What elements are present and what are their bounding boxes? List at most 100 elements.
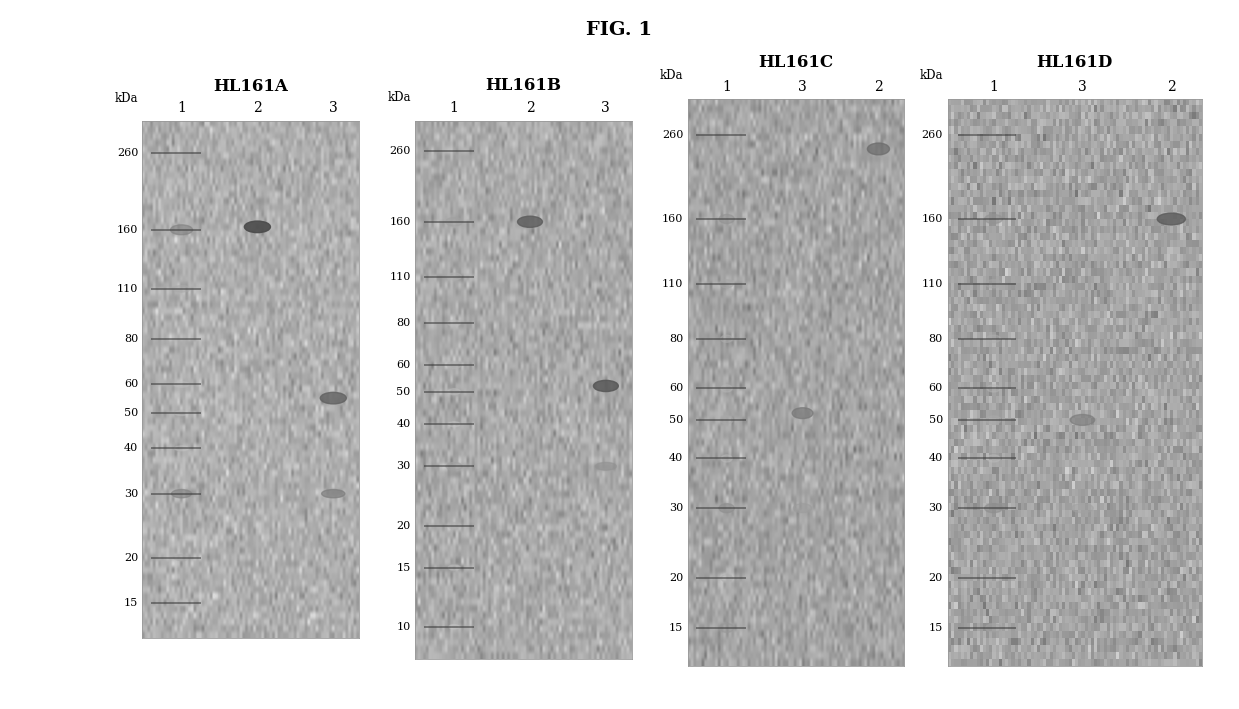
Ellipse shape	[1070, 415, 1095, 425]
Ellipse shape	[719, 503, 735, 513]
Text: 3: 3	[601, 101, 611, 115]
Text: 50: 50	[124, 408, 139, 418]
Text: 1: 1	[989, 79, 997, 94]
Ellipse shape	[447, 523, 461, 528]
Text: 2: 2	[873, 79, 883, 94]
Text: 260: 260	[116, 148, 139, 158]
Text: 30: 30	[928, 503, 943, 513]
Ellipse shape	[720, 279, 733, 288]
Ellipse shape	[721, 574, 732, 582]
Ellipse shape	[175, 411, 188, 415]
Text: 50: 50	[669, 415, 684, 425]
Text: 2: 2	[253, 101, 261, 116]
Ellipse shape	[171, 225, 192, 235]
Ellipse shape	[244, 221, 270, 233]
Text: 2: 2	[525, 101, 534, 115]
Ellipse shape	[987, 455, 1000, 462]
Ellipse shape	[449, 422, 460, 427]
Ellipse shape	[447, 389, 461, 395]
Text: 80: 80	[928, 334, 943, 344]
Ellipse shape	[518, 216, 543, 228]
Text: 260: 260	[389, 146, 410, 156]
Ellipse shape	[593, 380, 618, 391]
Text: 110: 110	[389, 272, 410, 281]
Ellipse shape	[985, 214, 1002, 223]
Ellipse shape	[985, 279, 1001, 288]
Text: 50: 50	[928, 415, 943, 425]
Text: 50: 50	[396, 386, 410, 396]
Text: kDa: kDa	[919, 69, 943, 82]
Ellipse shape	[447, 273, 461, 280]
Text: 110: 110	[922, 279, 943, 289]
Ellipse shape	[721, 455, 732, 462]
Ellipse shape	[867, 143, 890, 155]
Text: HL161A: HL161A	[213, 78, 289, 94]
Ellipse shape	[720, 416, 733, 424]
Text: 160: 160	[922, 214, 943, 224]
Text: 10: 10	[396, 622, 410, 632]
Text: 40: 40	[396, 419, 410, 429]
Text: 260: 260	[662, 130, 684, 140]
Ellipse shape	[175, 446, 188, 451]
Ellipse shape	[987, 385, 1000, 392]
Text: 40: 40	[124, 443, 139, 453]
Text: 160: 160	[662, 214, 684, 224]
Text: 15: 15	[124, 598, 139, 608]
Text: 80: 80	[396, 318, 410, 328]
Text: 60: 60	[928, 384, 943, 393]
Text: kDa: kDa	[115, 92, 139, 105]
Text: 110: 110	[662, 279, 684, 289]
Ellipse shape	[320, 392, 347, 404]
Text: 1: 1	[450, 101, 458, 115]
Text: 1: 1	[722, 79, 731, 94]
Text: 20: 20	[669, 573, 684, 584]
Text: 60: 60	[669, 384, 684, 393]
Ellipse shape	[721, 335, 732, 342]
Text: 15: 15	[669, 623, 684, 633]
Text: FIG. 1: FIG. 1	[586, 21, 653, 39]
Ellipse shape	[986, 416, 1001, 424]
Text: 40: 40	[928, 454, 943, 464]
Ellipse shape	[985, 503, 1002, 513]
Text: 40: 40	[669, 454, 684, 464]
Text: HL161C: HL161C	[758, 54, 834, 71]
Text: 20: 20	[928, 573, 943, 584]
Text: 80: 80	[669, 334, 684, 344]
Text: 3: 3	[1078, 79, 1087, 94]
Ellipse shape	[596, 462, 616, 470]
Text: 15: 15	[928, 623, 943, 633]
Ellipse shape	[446, 218, 462, 226]
Ellipse shape	[447, 320, 461, 326]
Ellipse shape	[449, 565, 460, 570]
Text: 80: 80	[124, 334, 139, 344]
Text: 30: 30	[396, 462, 410, 471]
Text: 60: 60	[396, 360, 410, 370]
Text: HL161D: HL161D	[1037, 54, 1113, 71]
Text: 30: 30	[124, 489, 139, 498]
Ellipse shape	[793, 503, 812, 513]
Text: 110: 110	[116, 284, 139, 294]
Text: 1: 1	[177, 101, 186, 116]
Ellipse shape	[322, 489, 344, 498]
Ellipse shape	[173, 554, 190, 561]
Text: 30: 30	[669, 503, 684, 513]
Text: 2: 2	[1167, 79, 1176, 94]
Text: 60: 60	[124, 379, 139, 389]
Ellipse shape	[171, 489, 192, 498]
Text: kDa: kDa	[660, 69, 684, 82]
Ellipse shape	[175, 601, 188, 605]
Ellipse shape	[719, 214, 735, 223]
Ellipse shape	[720, 623, 733, 632]
Ellipse shape	[721, 385, 732, 392]
Text: 160: 160	[116, 225, 139, 235]
Text: 20: 20	[124, 552, 139, 562]
Ellipse shape	[449, 625, 460, 629]
Text: 160: 160	[389, 217, 410, 227]
Text: HL161B: HL161B	[486, 77, 561, 94]
Ellipse shape	[985, 624, 1001, 632]
Ellipse shape	[986, 335, 1001, 342]
Ellipse shape	[446, 462, 462, 470]
Text: 3: 3	[328, 101, 338, 116]
Text: 20: 20	[396, 520, 410, 530]
Text: kDa: kDa	[388, 91, 410, 104]
